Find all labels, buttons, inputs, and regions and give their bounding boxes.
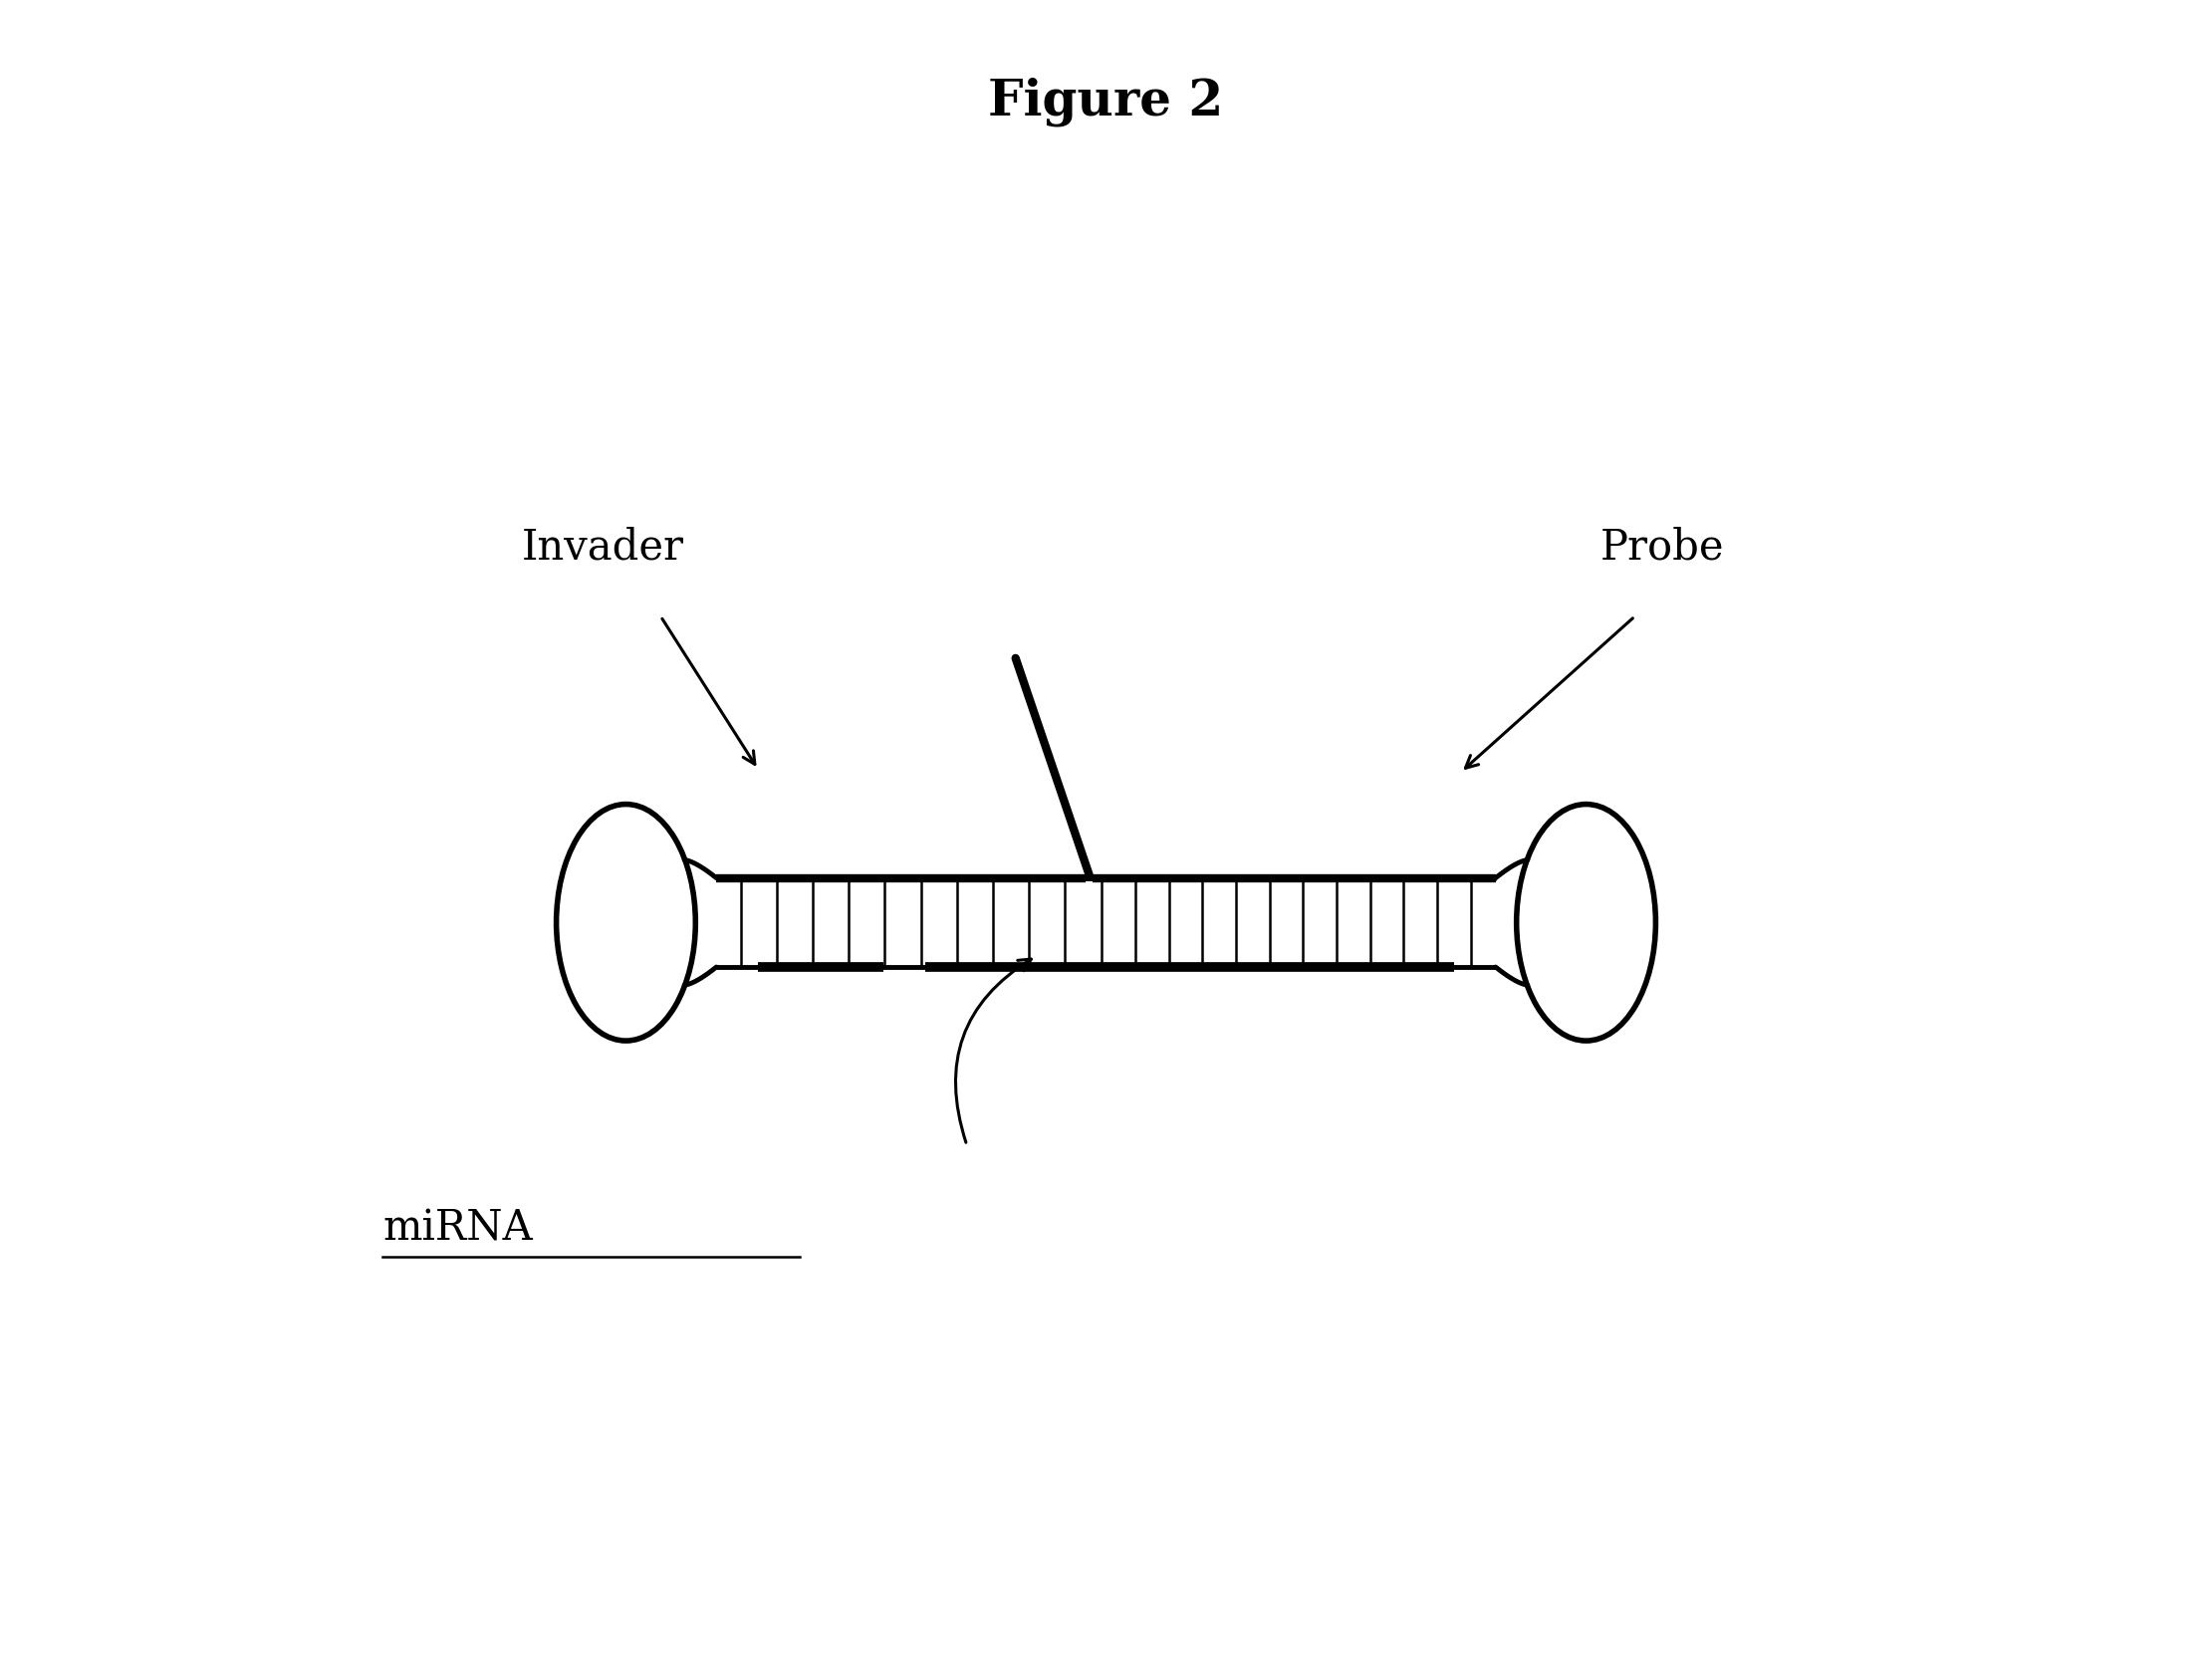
Text: Probe: Probe [1599, 525, 1723, 567]
Text: Figure 2: Figure 2 [989, 77, 1223, 126]
Text: miRNA: miRNA [383, 1208, 533, 1250]
FancyArrowPatch shape [956, 960, 1031, 1143]
Text: Invader: Invader [522, 525, 684, 567]
